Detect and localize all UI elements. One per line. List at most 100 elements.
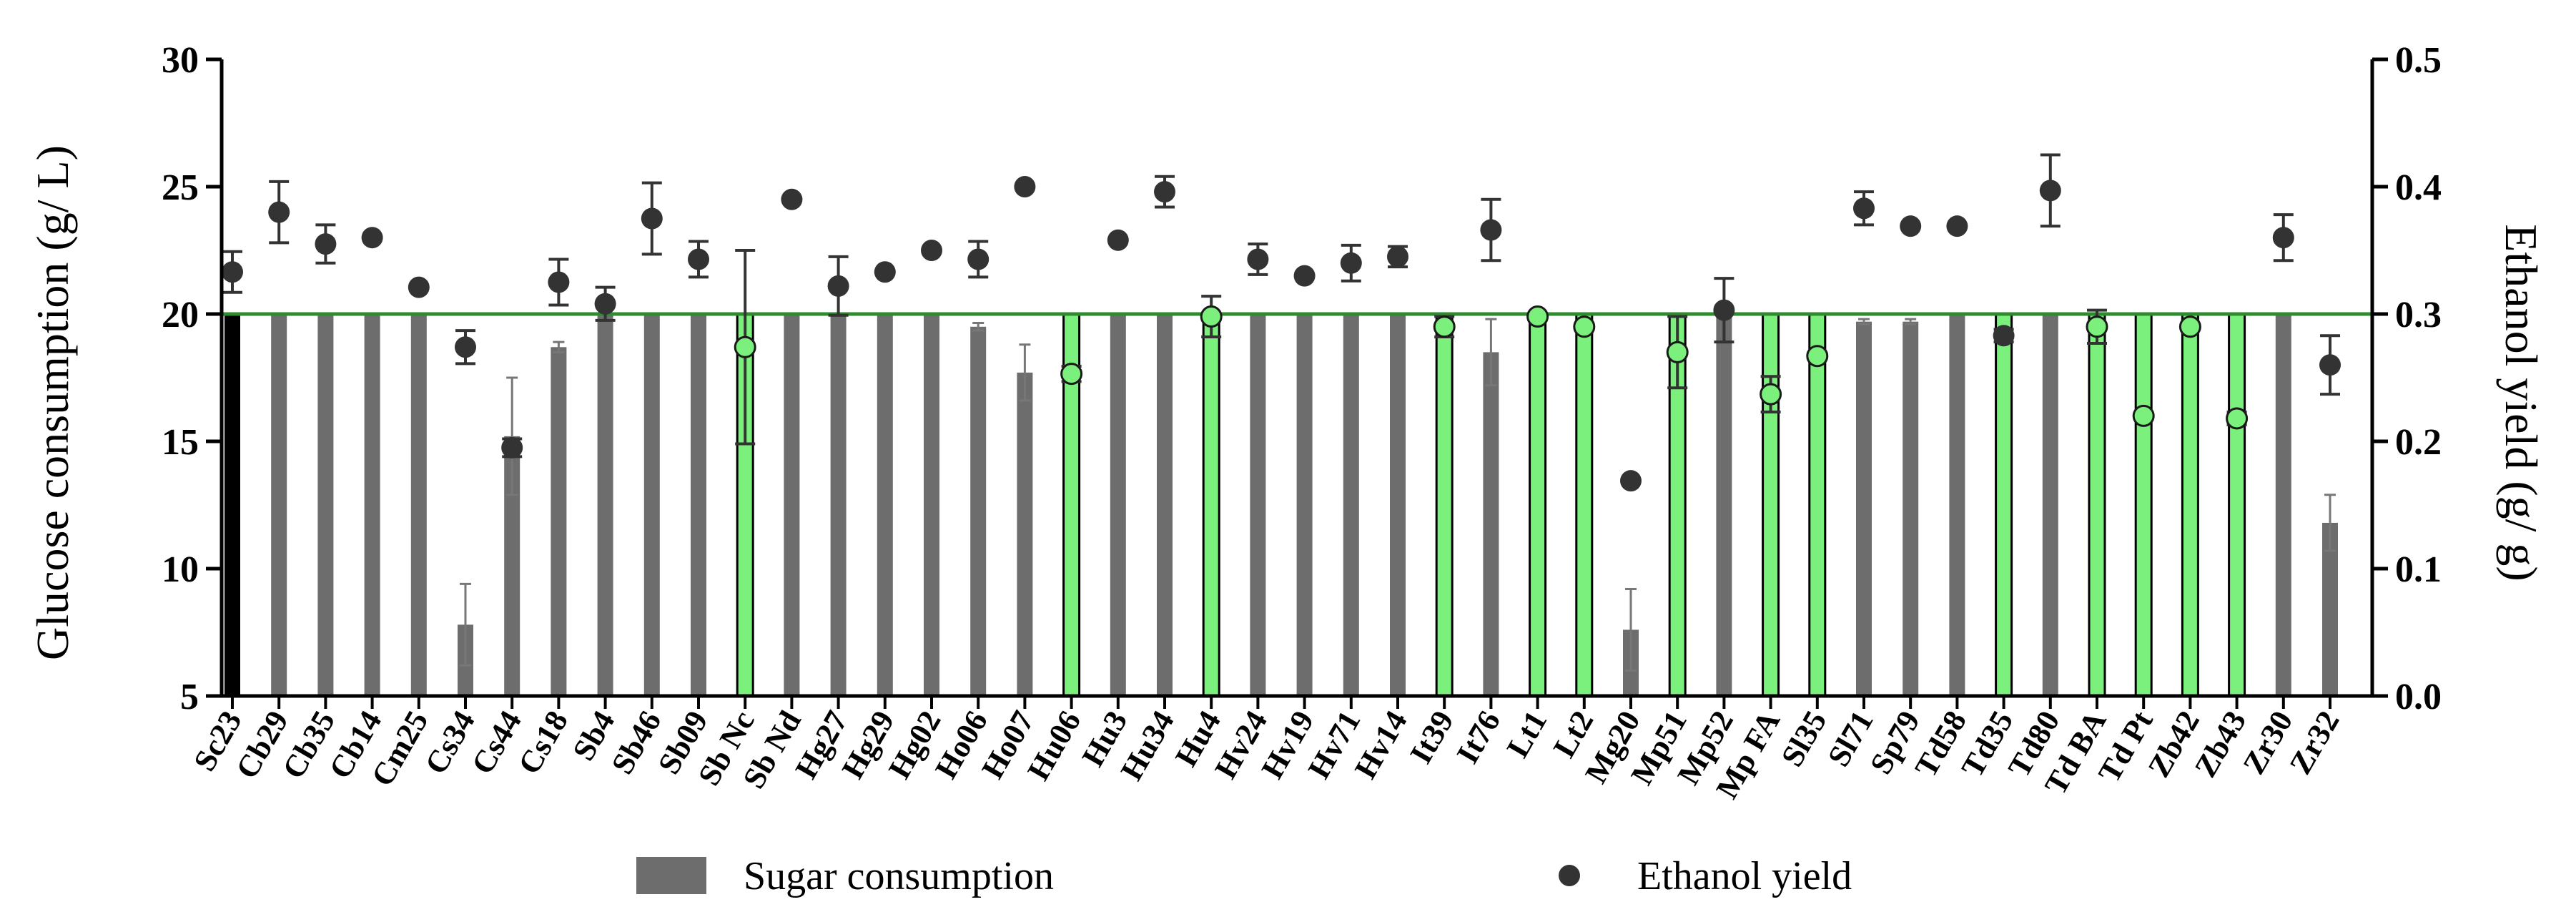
legend-bar-label: Sugar consumption xyxy=(744,854,1054,898)
marker-22 xyxy=(1247,248,1269,270)
marker-24 xyxy=(1340,252,1362,274)
bar-34 xyxy=(1808,313,1827,697)
bar-28 xyxy=(1529,313,1547,697)
bar-29 xyxy=(1575,313,1594,697)
x-tick-label: Cs44 xyxy=(465,705,528,780)
bar-37 xyxy=(1949,314,1965,696)
bar-3 xyxy=(364,314,380,696)
bar-24 xyxy=(1343,314,1359,696)
marker-6 xyxy=(501,436,523,458)
marker-44 xyxy=(2272,227,2294,249)
marker-16 xyxy=(967,248,990,270)
marker-3 xyxy=(361,227,383,249)
y-axis-title-left: Glucose consumption (g/ L) xyxy=(27,145,78,660)
bar-19 xyxy=(1110,314,1126,696)
bar-40 xyxy=(2088,313,2106,697)
y-tick-label-left: 10 xyxy=(162,549,199,590)
bar-39 xyxy=(2042,314,2058,696)
x-tick-label: Zr30 xyxy=(2236,705,2300,780)
marker-26 xyxy=(1433,315,1456,338)
bar-8 xyxy=(597,314,613,696)
y-tick-label-right: 0.4 xyxy=(2395,167,2442,208)
marker-31 xyxy=(1666,340,1689,363)
bar-20 xyxy=(1157,314,1173,696)
legend-marker-label: Ethanol yield xyxy=(1637,854,1852,898)
y-tick-label-left: 25 xyxy=(162,167,199,208)
bar-36 xyxy=(1903,321,1919,696)
bar-32 xyxy=(1716,314,1732,696)
bar-38 xyxy=(1995,313,2013,697)
y-tick-label-left: 30 xyxy=(162,40,199,81)
bar-45 xyxy=(2322,522,2338,696)
marker-34 xyxy=(1806,345,1829,368)
bar-1 xyxy=(271,314,287,696)
y-axis-title-right: Ethanol yield (g/ g) xyxy=(2496,224,2547,581)
marker-40 xyxy=(2086,315,2108,338)
marker-32 xyxy=(1713,299,1735,321)
marker-39 xyxy=(2039,180,2061,202)
bar-26 xyxy=(1435,313,1454,697)
bar-14 xyxy=(877,314,893,696)
marker-0 xyxy=(222,261,243,283)
y-tick-label-right: 0.0 xyxy=(2395,677,2442,717)
marker-36 xyxy=(1900,215,1922,237)
legend-marker-swatch xyxy=(1559,865,1580,886)
bar-15 xyxy=(924,314,939,696)
y-tick-label-left: 5 xyxy=(180,677,199,717)
bar-12 xyxy=(784,314,800,696)
marker-42 xyxy=(2178,315,2201,338)
marker-11 xyxy=(734,335,756,358)
x-tick-label: It76 xyxy=(1450,705,1507,770)
x-tick-label: Zb43 xyxy=(2188,705,2253,783)
bar-4 xyxy=(410,314,427,696)
bar-17 xyxy=(1017,372,1033,696)
marker-45 xyxy=(2319,354,2341,376)
bar-10 xyxy=(691,314,706,696)
x-tick-label: It39 xyxy=(1403,705,1461,770)
y-tick-label-right: 0.3 xyxy=(2395,295,2442,335)
markers-layer xyxy=(222,153,2341,492)
bar-7 xyxy=(551,347,567,696)
bar-27 xyxy=(1483,352,1499,696)
bar-6 xyxy=(504,436,520,696)
marker-13 xyxy=(827,275,849,297)
x-tick-label: Hv14 xyxy=(1348,705,1414,785)
bar-42 xyxy=(2181,313,2199,697)
bar-9 xyxy=(643,314,660,696)
bar-41 xyxy=(2134,313,2153,697)
marker-21 xyxy=(1200,305,1223,328)
marker-14 xyxy=(874,261,896,283)
marker-12 xyxy=(781,188,803,210)
bar-22 xyxy=(1250,314,1266,696)
x-tick-label: Cs18 xyxy=(511,705,575,780)
marker-37 xyxy=(1946,215,1968,237)
bar-13 xyxy=(830,314,847,696)
bar-16 xyxy=(970,326,987,696)
marker-28 xyxy=(1526,305,1549,328)
x-tick-label: Lt1 xyxy=(1500,705,1554,764)
x-tick-label: Cs34 xyxy=(418,705,482,780)
marker-2 xyxy=(315,233,337,255)
marker-33 xyxy=(1760,383,1782,406)
bar-23 xyxy=(1296,314,1313,696)
marker-18 xyxy=(1060,363,1083,386)
y-tick-label-left: 20 xyxy=(162,295,199,335)
y-tick-label-left: 15 xyxy=(162,422,199,463)
x-tick-label: Zr32 xyxy=(2283,705,2346,780)
x-tick-label: Sl35 xyxy=(1775,705,1834,773)
legend-bar-swatch xyxy=(636,857,706,894)
marker-15 xyxy=(921,240,942,261)
marker-8 xyxy=(594,293,616,315)
marker-17 xyxy=(1014,176,1036,197)
bar-0 xyxy=(224,314,240,696)
marker-20 xyxy=(1154,181,1175,203)
bar-44 xyxy=(2275,314,2291,696)
marker-41 xyxy=(2132,404,2155,427)
marker-27 xyxy=(1480,219,1502,241)
marker-4 xyxy=(408,276,430,298)
bar-2 xyxy=(317,314,334,696)
y-tick-label-right: 0.1 xyxy=(2395,549,2442,590)
bar-21 xyxy=(1202,313,1220,697)
marker-7 xyxy=(548,271,570,293)
